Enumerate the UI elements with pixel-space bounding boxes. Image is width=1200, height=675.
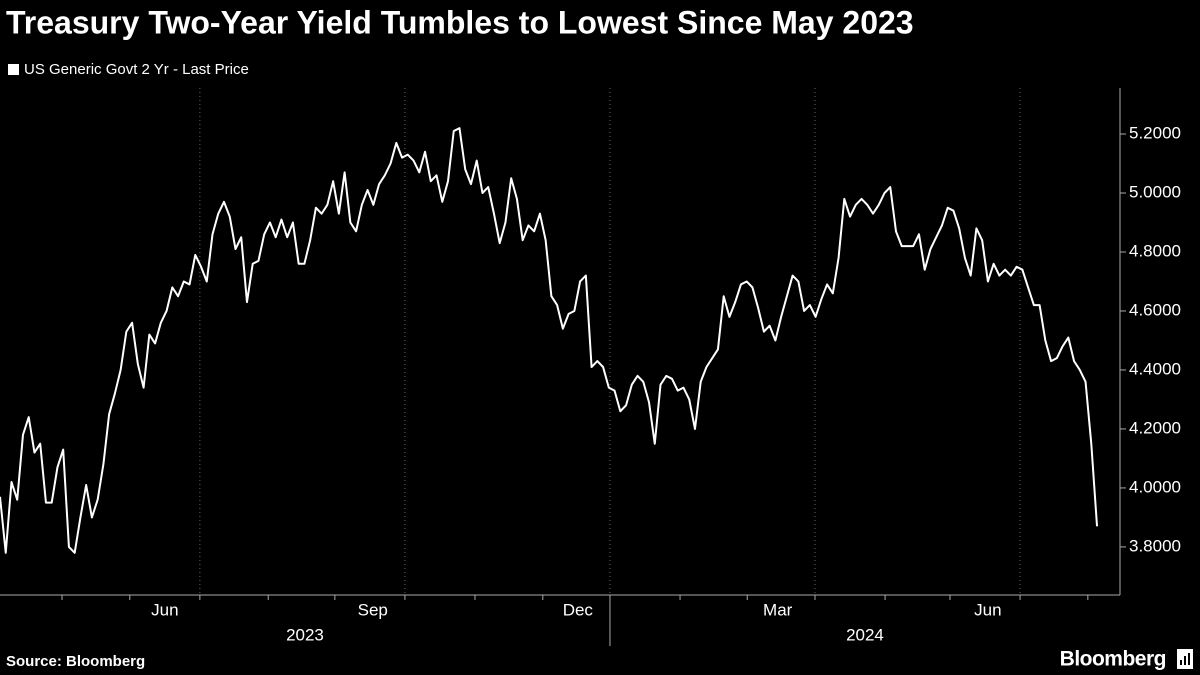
brand: Bloomberg (1060, 648, 1166, 671)
y-tick-label: 4.6000 (1129, 300, 1181, 319)
y-tick-label: 4.2000 (1129, 418, 1181, 437)
x-tick-label: Sep (358, 600, 388, 619)
brand-icon-bars (1180, 653, 1190, 665)
y-tick-label: 4.8000 (1129, 241, 1181, 260)
y-tick-label: 5.0000 (1129, 182, 1181, 201)
year-label: 2024 (846, 625, 884, 644)
x-tick-label: Jun (974, 600, 1001, 619)
x-tick-label: Jun (151, 600, 178, 619)
chart-title: Treasury Two-Year Yield Tumbles to Lowes… (6, 4, 914, 40)
y-tick-label: 4.0000 (1129, 477, 1181, 496)
x-tick-label: Dec (563, 600, 594, 619)
year-label: 2023 (286, 625, 324, 644)
y-tick-label: 3.8000 (1129, 536, 1181, 555)
x-tick-label: Mar (763, 600, 793, 619)
source: Source: Bloomberg (6, 653, 145, 670)
legend-swatch (8, 64, 19, 75)
y-tick-label: 4.4000 (1129, 359, 1181, 378)
y-tick-label: 5.2000 (1129, 123, 1181, 142)
legend-label: US Generic Govt 2 Yr - Last Price (24, 61, 249, 78)
line-series (0, 127, 1099, 554)
